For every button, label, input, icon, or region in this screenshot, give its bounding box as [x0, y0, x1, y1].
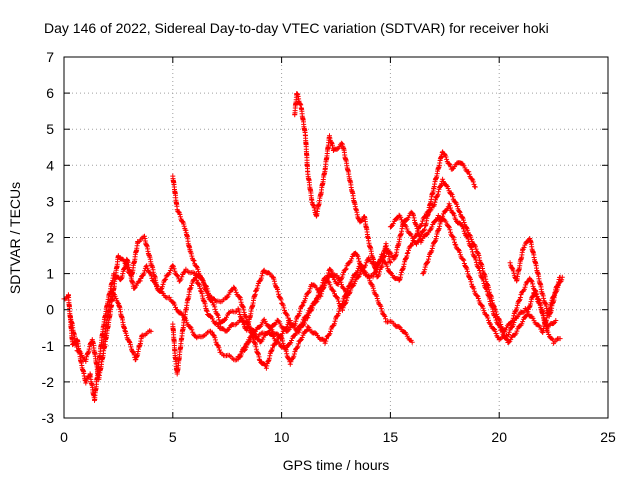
- series-markers: [100, 289, 154, 363]
- ticks: 0 5 10 15 20 25 -3 -2 -1 0 1 2 3 4 5 6 7: [42, 49, 616, 445]
- y-tick-label: -2: [42, 374, 55, 390]
- x-tick-label: 25: [600, 429, 616, 445]
- y-tick-label: -1: [42, 338, 55, 354]
- y-tick-label: 7: [46, 49, 54, 65]
- y-tick-label: 1: [46, 266, 54, 282]
- x-tick-label: 5: [169, 429, 177, 445]
- data-points: [61, 91, 565, 403]
- x-axis-label: GPS time / hours: [283, 457, 390, 473]
- series-markers: [61, 176, 559, 403]
- y-axis-label: SDTVAR / TECUs: [7, 182, 23, 294]
- series-sat-a: [61, 176, 559, 403]
- series-sat-g: [235, 266, 350, 360]
- series-sat-d: [170, 173, 563, 343]
- series-markers: [170, 173, 563, 343]
- series-markers: [507, 236, 565, 319]
- series-markers: [292, 91, 393, 280]
- series-sat-e: [170, 271, 293, 377]
- series-sat-c: [100, 289, 154, 363]
- x-tick-label: 15: [383, 429, 399, 445]
- y-tick-label: 6: [46, 85, 54, 101]
- y-tick-label: 5: [46, 121, 54, 137]
- series-markers: [420, 201, 563, 346]
- series-sat-f: [292, 91, 393, 280]
- y-tick-label: 2: [46, 230, 54, 246]
- series-sat-i: [420, 201, 563, 346]
- series-sat-j: [507, 236, 565, 319]
- x-tick-label: 0: [60, 429, 68, 445]
- x-tick-label: 10: [274, 429, 290, 445]
- x-tick-label: 20: [491, 429, 507, 445]
- series-markers: [235, 266, 350, 360]
- series-sat-h: [387, 149, 478, 247]
- chart-title: Day 146 of 2022, Sidereal Day-to-day VTE…: [44, 20, 549, 36]
- y-tick-label: 0: [46, 302, 54, 318]
- y-tick-label: -3: [42, 410, 55, 426]
- series-markers: [170, 271, 293, 377]
- y-tick-label: 3: [46, 193, 54, 209]
- series-markers: [387, 149, 478, 247]
- y-tick-label: 4: [46, 157, 54, 173]
